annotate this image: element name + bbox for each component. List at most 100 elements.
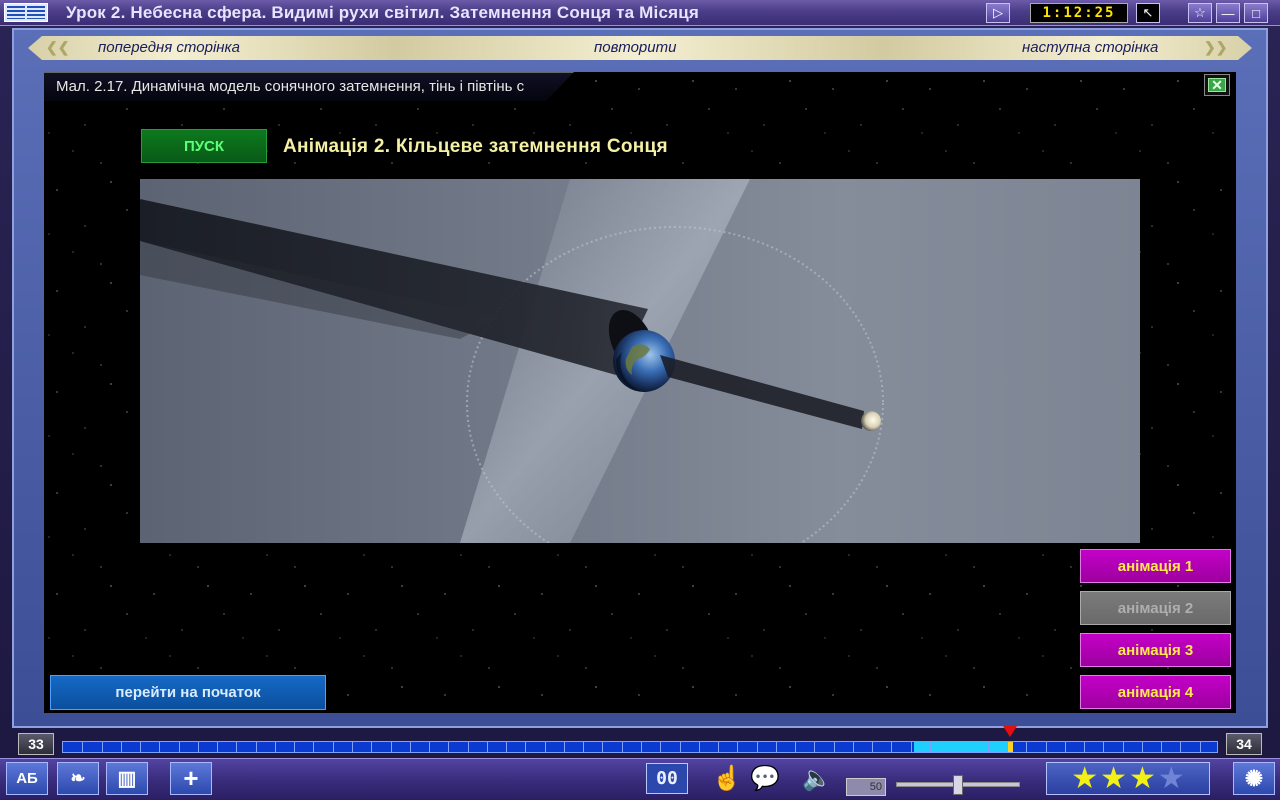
position-marker-icon[interactable] (1003, 726, 1017, 737)
progress-tick (1046, 742, 1047, 752)
progress-tick (1103, 742, 1104, 752)
run-button[interactable]: ПУСК (141, 129, 267, 163)
moon-shadow (660, 355, 864, 429)
progress-tick (564, 742, 565, 752)
progress-tick (352, 742, 353, 752)
star-icon[interactable]: ★ (1157, 761, 1185, 795)
plus-icon[interactable]: + (170, 762, 212, 795)
progress-tick (429, 742, 430, 752)
eclipse-scene (140, 179, 884, 543)
dictionary-icon[interactable]: АБ (6, 762, 48, 795)
next-page-link[interactable]: наступна сторінка (1022, 39, 1159, 56)
progress-tick (814, 742, 815, 752)
hand-pointer-icon[interactable]: ☝ (712, 765, 742, 792)
star-icon[interactable]: ★ (1071, 761, 1099, 795)
go-to-start-button[interactable]: перейти на початок (50, 675, 326, 710)
progress-tick (988, 742, 989, 752)
progress-tick (699, 742, 700, 752)
progress-tick (737, 742, 738, 752)
progress-tick (834, 742, 835, 752)
speech-bubble-icon[interactable]: 💬 (750, 765, 780, 792)
progress-tick (487, 742, 488, 752)
progress-tick (1026, 742, 1027, 752)
progress-tick (275, 742, 276, 752)
progress-tick (236, 742, 237, 752)
progress-tick (410, 742, 411, 752)
volume-value: 50 (846, 778, 886, 796)
lesson-progress-track[interactable] (62, 741, 1218, 753)
progress-tick (1065, 742, 1066, 752)
play-icon[interactable]: ▷ (986, 3, 1010, 23)
window-title: Урок 2. Небесна сфера. Видимі рухи світи… (66, 3, 699, 22)
progress-tick (198, 742, 199, 752)
animation-4-button[interactable]: анімація 4 (1080, 675, 1231, 709)
progress-tick (506, 742, 507, 752)
progress-tick (102, 742, 103, 752)
minimize-icon[interactable]: — (1216, 3, 1240, 23)
progress-tick (680, 742, 681, 752)
eclipse-animation-viewport[interactable] (140, 179, 1140, 543)
progress-tick (795, 742, 796, 752)
progress-tick (911, 742, 912, 752)
maximize-icon[interactable]: □ (1244, 3, 1268, 23)
progress-tick (641, 742, 642, 752)
moon-orbit-ring (466, 226, 884, 543)
progress-tick (949, 742, 950, 752)
progress-tick (1084, 742, 1085, 752)
progress-tick (872, 742, 873, 752)
progress-tick (217, 742, 218, 752)
progress-tick (159, 742, 160, 752)
next-arrow-icon: ❯❯ (1204, 39, 1228, 55)
speaker-icon[interactable]: 🔈 (802, 765, 832, 792)
progress-tick (602, 742, 603, 752)
animation-title: Анімація 2. Кільцеве затемнення Сонця (283, 136, 668, 157)
table-icon[interactable]: ▥ (106, 762, 148, 795)
earth-landmass (625, 344, 650, 375)
figure-caption: Мал. 2.17. Динамічна модель сонячного за… (44, 72, 574, 101)
earth-night-side (615, 352, 644, 392)
attempts-counter: 00 (646, 763, 688, 794)
clock-icon[interactable]: ↖ (1136, 3, 1160, 23)
title-bar: Урок 2. Небесна сфера. Видимі рухи світи… (0, 0, 1280, 26)
progress-tick (333, 742, 334, 752)
progress-tick (545, 742, 546, 752)
penumbra-shadow (140, 241, 500, 339)
progress-tick (1161, 742, 1162, 752)
progress-tick (468, 742, 469, 752)
animation-1-button[interactable]: анімація 1 (1080, 549, 1231, 583)
progress-tick (969, 742, 970, 752)
progress-tick (757, 742, 758, 752)
close-icon[interactable] (1204, 74, 1230, 96)
menu-icon[interactable] (4, 3, 48, 22)
progress-tick (179, 742, 180, 752)
progress-tick (718, 742, 719, 752)
progress-tick (1007, 742, 1008, 752)
animation-2-button: анімація 2 (1080, 591, 1231, 625)
volume-slider-knob[interactable] (953, 775, 963, 795)
current-page-number[interactable]: 33 (18, 733, 54, 755)
prev-arrow-icon: ❮❮ (46, 39, 70, 55)
star-window-icon[interactable]: ☆ (1188, 3, 1212, 23)
progress-tick (1142, 742, 1143, 752)
progress-tick (256, 742, 257, 752)
progress-tick (660, 742, 661, 752)
book-icon[interactable]: ❧ (57, 762, 99, 795)
progress-tick (313, 742, 314, 752)
star-icon[interactable]: ★ (1129, 761, 1156, 795)
progress-tick (891, 742, 892, 752)
earth-globe (613, 330, 675, 392)
prev-page-link[interactable]: попередня сторінка (98, 39, 240, 56)
progress-tick (1200, 742, 1201, 752)
moon-body (861, 411, 881, 431)
repeat-link[interactable]: повторити (594, 39, 677, 56)
star-icon[interactable]: ★ (1100, 761, 1127, 795)
settings-icon[interactable]: ✺ (1233, 762, 1275, 795)
progress-tick (853, 742, 854, 752)
rating-stars[interactable]: ★ ★ ★ ★ (1046, 762, 1210, 795)
progress-tick (140, 742, 141, 752)
progress-tick (294, 742, 295, 752)
animation-3-button[interactable]: анімація 3 (1080, 633, 1231, 667)
next-page-number[interactable]: 34 (1226, 733, 1262, 755)
progress-highlight (914, 742, 1012, 752)
umbra-shadow (140, 199, 648, 375)
